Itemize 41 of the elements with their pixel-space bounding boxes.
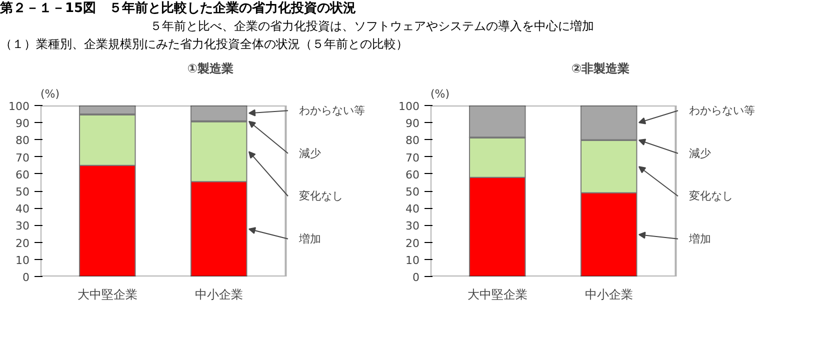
x-tick-label: 中小企業 xyxy=(584,288,633,302)
y-tick-label: 90 xyxy=(406,117,420,130)
y-tick-label: 10 xyxy=(406,254,420,267)
x-tick-label: 大中堅企業 xyxy=(77,288,138,302)
text: 変化なし xyxy=(688,190,733,203)
y-tick-label: 80 xyxy=(16,134,30,148)
y-tick-label: 50 xyxy=(406,186,420,198)
y-axis-title: (%) xyxy=(430,88,450,100)
y-tick-label: 0 xyxy=(22,271,30,284)
y-tick-label: 30 xyxy=(406,220,420,233)
x-tick-label: 大中堅企業 xyxy=(467,288,528,302)
text: 増加 xyxy=(688,232,711,246)
y-tick-label: 10 xyxy=(16,254,30,267)
y-tick-label: 70 xyxy=(406,151,420,164)
text: わからない等 xyxy=(688,104,755,118)
y-tick-label: 20 xyxy=(406,236,420,250)
chart-title: ①製造業 xyxy=(187,62,234,76)
y-tick-label: 40 xyxy=(406,202,420,216)
y-tick-label: 0 xyxy=(412,271,420,284)
chart-title: ②非製造業 xyxy=(571,62,630,76)
text: 減少 xyxy=(298,146,321,160)
text: 減少 xyxy=(688,146,711,160)
y-tick-label: 70 xyxy=(16,151,30,164)
y-tick-label: 100 xyxy=(398,100,420,113)
y-tick-label: 40 xyxy=(16,202,30,216)
y-tick-label: 90 xyxy=(16,117,30,130)
y-tick-label: 50 xyxy=(16,186,30,198)
y-tick-label: 100 xyxy=(8,100,30,113)
text: ５年前と比べ、企業の省力化投資は、ソフトウェアやシステムの導入を中心に増加 xyxy=(150,18,594,35)
y-tick-label: 80 xyxy=(406,134,420,148)
y-tick-label: 20 xyxy=(16,236,30,250)
y-tick-label: 60 xyxy=(406,168,420,182)
text: 第２－１－15図 ５年前と比較した企業の省力化投資の状況 xyxy=(0,0,356,18)
x-tick-label: 中小企業 xyxy=(194,288,243,302)
y-axis-title: (%) xyxy=(40,88,60,100)
y-tick-label: 30 xyxy=(16,220,30,233)
y-tick-label: 60 xyxy=(16,168,30,182)
text: 増加 xyxy=(298,232,321,246)
text: （１）業種別、企業規模別にみた省力化投資全体の状況（５年前との比較） xyxy=(0,36,408,53)
text: 変化なし xyxy=(298,190,343,203)
text: わからない等 xyxy=(298,104,365,118)
